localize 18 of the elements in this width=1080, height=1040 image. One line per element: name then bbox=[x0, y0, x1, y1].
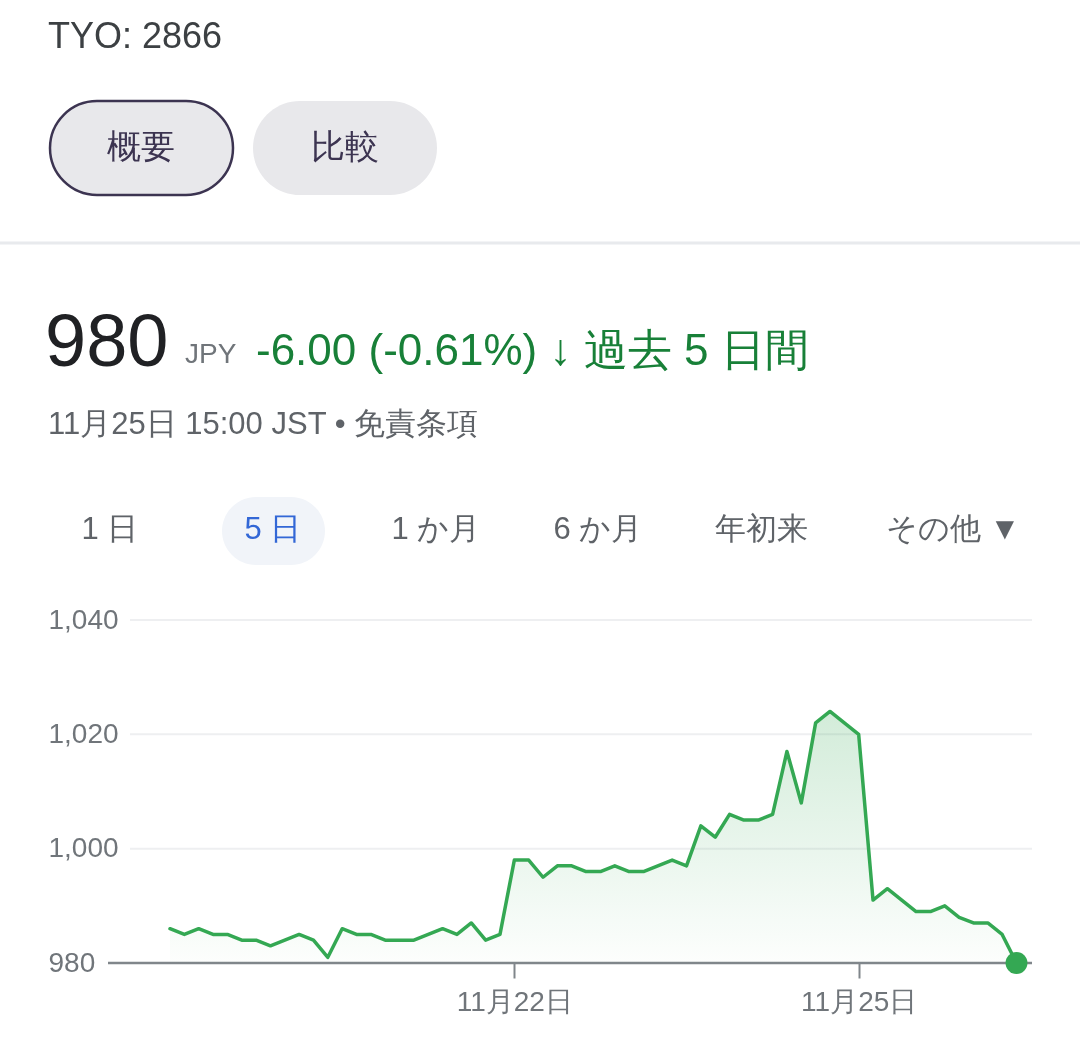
y-tick-label: 1,020 bbox=[48, 717, 119, 749]
text: 概要 bbox=[107, 127, 175, 165]
text: 6 か月 bbox=[553, 511, 643, 546]
y-tick-label: 980 bbox=[48, 946, 96, 978]
text: 年初来 bbox=[714, 511, 808, 546]
x-tick-label: 11月22日 bbox=[456, 985, 573, 1017]
y-tick-label: 1,040 bbox=[48, 603, 119, 635]
text: 比較 bbox=[311, 127, 379, 165]
text: -6.00 (-0.61%) ↓ 過去 5 日間 bbox=[256, 325, 809, 374]
text: その他 ▼ bbox=[885, 511, 1021, 546]
text: 1 日 bbox=[81, 511, 139, 546]
text: 11月25日 15:00 JST • 免責条項 bbox=[48, 406, 479, 441]
text: 1 か月 bbox=[391, 511, 481, 546]
x-tick-label: 11月25日 bbox=[801, 985, 918, 1017]
y-tick-label: 1,000 bbox=[48, 832, 119, 864]
chart-title: TYO: 2866 bbox=[48, 15, 223, 56]
text: 5 日 bbox=[244, 511, 302, 546]
text: JPY bbox=[185, 338, 237, 369]
